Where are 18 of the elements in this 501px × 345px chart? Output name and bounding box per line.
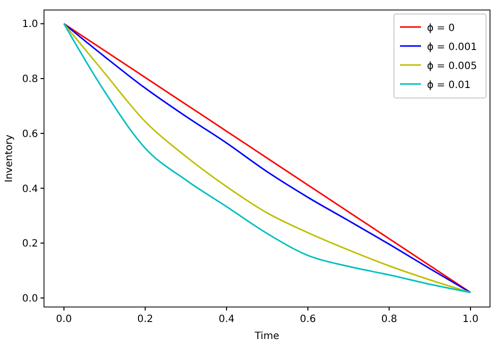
y-tick-label: 0.6 [22, 128, 38, 140]
y-tick-label: 0.2 [22, 238, 38, 250]
x-tick-label: 0.6 [300, 314, 316, 325]
legend-label: ϕ = 0.001 [427, 42, 477, 53]
x-tick-label: 0.2 [137, 314, 154, 325]
y-tick-label: 0.4 [22, 184, 38, 195]
y-tick-label: 0.8 [22, 74, 38, 86]
y-axis-title: Inventory [4, 134, 15, 182]
x-tick-label: 0.4 [218, 314, 234, 325]
legend-label: ϕ = 0.005 [427, 61, 477, 72]
x-axis-title: Time [254, 331, 280, 342]
y-tick-label: 0.0 [22, 293, 38, 304]
legend-label: ϕ = 0.01 [427, 80, 471, 91]
x-tick-label: 0.0 [56, 314, 72, 325]
legend-label: ϕ = 0 [427, 23, 455, 34]
x-tick-label: 0.8 [381, 314, 398, 325]
x-tick-label: 1.0 [462, 314, 478, 325]
y-tick-label: 1.0 [22, 19, 38, 30]
